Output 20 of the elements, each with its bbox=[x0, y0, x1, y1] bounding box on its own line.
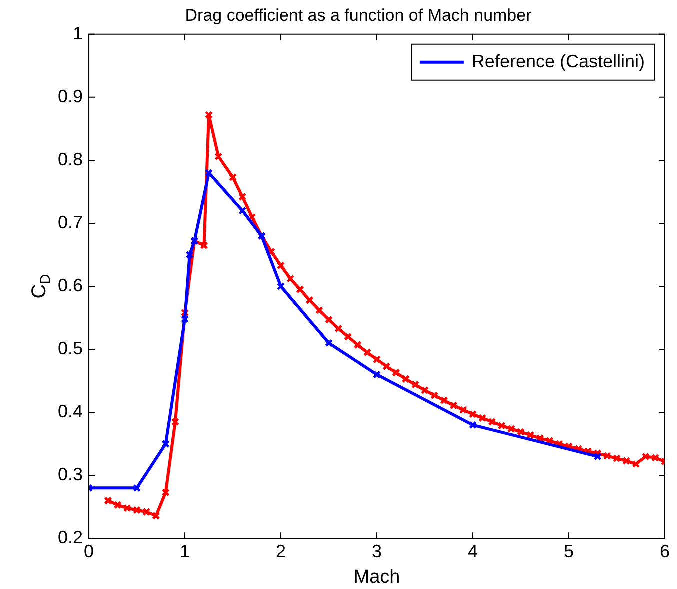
y-tick-label: 0.2 bbox=[58, 528, 84, 548]
y-tick-label: 1 bbox=[73, 23, 84, 44]
chart-title: Drag coefficient as a function of Mach number bbox=[185, 6, 532, 25]
y-tick-label: 0.6 bbox=[58, 275, 84, 296]
x-tick-label: 4 bbox=[468, 541, 478, 562]
x-axis-title: Mach bbox=[354, 566, 400, 588]
x-tick-label: 2 bbox=[276, 541, 286, 562]
y-tick-label: 0.8 bbox=[58, 149, 84, 170]
legend-label: Reference (Castellini) bbox=[472, 51, 646, 72]
y-tick-label: 0.7 bbox=[58, 212, 84, 232]
x-tick-label: 6 bbox=[660, 541, 670, 562]
x-tick-label: 5 bbox=[564, 541, 574, 562]
x-tick-label: 1 bbox=[180, 541, 190, 562]
x-tick-label: 3 bbox=[372, 541, 382, 562]
y-tick-label: 0.9 bbox=[58, 86, 84, 106]
y-tick-label: 0.4 bbox=[58, 402, 84, 422]
y-axis-title: CD bbox=[28, 274, 53, 299]
y-tick-label: 0.3 bbox=[58, 464, 84, 485]
y-tick-label: 0.5 bbox=[58, 338, 84, 358]
x-tick-label: 0 bbox=[84, 541, 94, 562]
